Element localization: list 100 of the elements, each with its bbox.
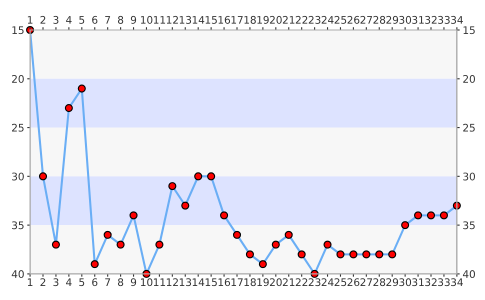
y2-tick-label: 20	[463, 75, 475, 83]
x2-tick-label: 14	[192, 16, 204, 24]
x-tick-label: 30	[399, 278, 412, 286]
x-tick-label: 21	[282, 278, 294, 286]
x2-tick-label: 29	[386, 16, 398, 24]
point	[336, 250, 344, 258]
y-tick-label: 25	[12, 124, 24, 132]
x-tick-label: 20	[270, 278, 282, 286]
point	[401, 221, 410, 230]
x-tick-label: 32	[425, 278, 437, 286]
point	[258, 260, 267, 268]
x-tick-label: 6	[92, 278, 98, 286]
x-tick-label: 27	[360, 278, 372, 286]
x2-tick-label: 17	[232, 16, 243, 24]
point	[38, 172, 48, 180]
point	[375, 250, 384, 258]
x2-tick-label: 20	[270, 16, 282, 24]
point	[324, 240, 332, 249]
point	[414, 211, 422, 220]
point	[90, 260, 99, 268]
point	[440, 211, 448, 220]
point	[284, 230, 293, 239]
x-tick-label: 23	[308, 278, 320, 286]
x2-tick-label: 16	[218, 16, 230, 24]
point	[298, 250, 306, 258]
y2-tick-label: 15	[464, 26, 475, 34]
point	[104, 230, 112, 239]
y2-tick-label: 40	[462, 270, 475, 278]
x-tick-label: 4	[66, 278, 72, 286]
x2-tick-label: 7	[105, 16, 110, 24]
x2-tick-label: 5	[79, 16, 84, 24]
x2-tick-label: 33	[438, 16, 450, 24]
x-tick-label: 2	[40, 278, 46, 286]
x-tick-label: 29	[386, 278, 398, 286]
x-tick-label: 28	[373, 278, 386, 286]
y2-tick-label: 35	[463, 221, 475, 230]
x2-tick-label: 21	[282, 16, 294, 24]
x-tick-label: 9	[130, 278, 136, 286]
x-tick-label: 7	[105, 278, 110, 286]
y-tick-label: 20	[12, 75, 24, 83]
point	[207, 172, 216, 180]
x2-tick-label: 31	[412, 16, 424, 24]
x-tick-label: 26	[348, 278, 360, 286]
x2-tick-label: 6	[92, 16, 98, 24]
point	[220, 211, 228, 220]
x-tick-label: 1	[28, 278, 32, 286]
x2-tick-label: 15	[206, 16, 217, 24]
x2-tick-label: 11	[154, 16, 166, 24]
x2-tick-label: 32	[425, 16, 437, 24]
x2-tick-label: 23	[308, 16, 320, 24]
x-tick-label: 8	[118, 278, 124, 286]
x-tick-label: 34	[451, 278, 463, 286]
x-tick-label: 10	[140, 278, 152, 286]
point	[64, 104, 73, 112]
point	[52, 240, 60, 249]
x-tick-label: 12	[166, 278, 178, 286]
x-tick-label: 18	[244, 278, 256, 286]
x2-tick-label: 28	[373, 16, 386, 24]
x2-tick-label: 12	[166, 16, 178, 24]
x-tick-label: 5	[79, 278, 84, 286]
x-tick-label: 11	[154, 278, 166, 286]
point	[194, 172, 202, 180]
x-tick-label: 22	[296, 278, 308, 286]
point	[181, 202, 190, 210]
x2-tick-label: 18	[244, 16, 256, 24]
point	[155, 240, 164, 249]
x-tick-label: 14	[192, 278, 204, 286]
x-tick-label: 24	[322, 278, 334, 286]
y2-tick-label: 25	[463, 124, 475, 132]
x2-tick-label: 1	[28, 16, 32, 24]
point	[388, 250, 396, 258]
x2-tick-label: 26	[348, 16, 360, 24]
x-tick-label: 25	[334, 278, 346, 286]
x2-tick-label: 22	[296, 16, 308, 24]
point	[349, 250, 358, 258]
x-tick-label: 31	[412, 278, 424, 286]
y-tick-label: 40	[12, 270, 24, 278]
x2-tick-label: 3	[53, 16, 58, 24]
x2-tick-label: 8	[118, 16, 124, 24]
x2-tick-label: 24	[322, 16, 334, 24]
y-tick-label: 30	[12, 172, 24, 180]
x2-tick-label: 25	[334, 16, 346, 24]
x2-tick-label: 27	[360, 16, 372, 24]
y-tick-label: 15	[12, 26, 24, 34]
x-tick-label: 3	[53, 278, 58, 286]
point	[246, 250, 254, 258]
point	[116, 240, 125, 249]
x2-tick-label: 10	[140, 16, 152, 24]
x2-tick-label: 19	[257, 16, 269, 24]
point	[168, 182, 176, 190]
point	[232, 230, 242, 239]
x2-tick-label: 13	[180, 16, 192, 24]
x2-tick-label: 30	[399, 16, 412, 24]
x2-tick-label: 4	[66, 16, 72, 24]
x-tick-label: 19	[257, 278, 269, 286]
y2-tick-label: 30	[463, 172, 475, 180]
x-tick-label: 33	[438, 278, 450, 286]
x2-tick-label: 34	[451, 16, 463, 24]
point	[78, 84, 86, 93]
x2-tick-label: 2	[40, 16, 46, 24]
